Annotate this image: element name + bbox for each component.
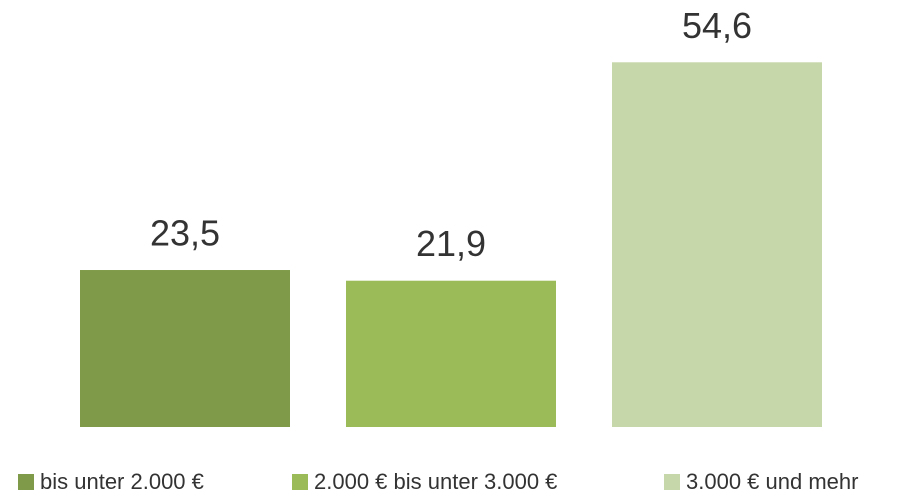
value-label: 54,6 xyxy=(682,5,752,46)
legend-label: bis unter 2.000 € xyxy=(40,469,204,494)
legend-swatch xyxy=(664,474,680,490)
value-label: 23,5 xyxy=(150,213,220,254)
bar xyxy=(346,280,556,427)
bar xyxy=(612,62,822,427)
bar xyxy=(80,270,290,427)
legend-label: 3.000 € und mehr xyxy=(686,469,858,494)
legend-swatch xyxy=(18,474,34,490)
legend-swatch xyxy=(292,474,308,490)
legend-label: 2.000 € bis unter 3.000 € xyxy=(314,469,557,494)
value-label: 21,9 xyxy=(416,223,486,264)
